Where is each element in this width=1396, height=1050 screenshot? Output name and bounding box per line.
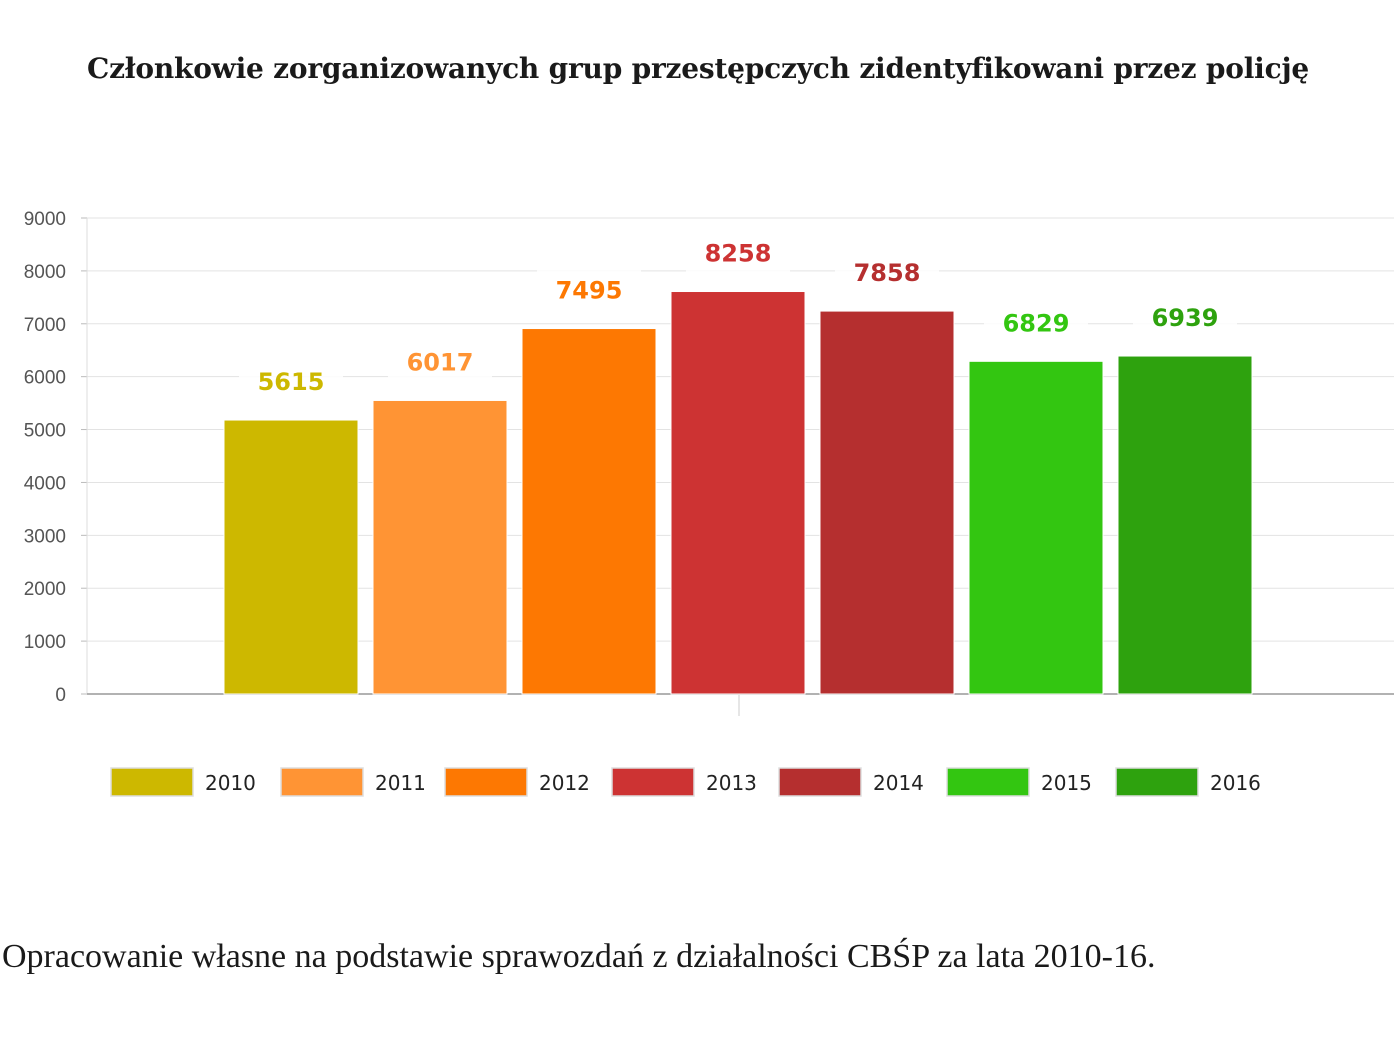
y-tick-label: 7000 [24,315,66,336]
legend-label-2015[interactable]: 2015 [1041,771,1092,795]
legend-label-2012[interactable]: 2012 [539,771,590,795]
bar-2013[interactable] [670,291,806,695]
y-tick-label: 5000 [24,421,66,442]
chart-title: Członkowie zorganizowanych grup przestęp… [87,52,1309,85]
legend-swatch-2013[interactable] [611,767,695,797]
y-tick-label: 1000 [24,632,66,653]
legend-swatch-2014[interactable] [778,767,862,797]
y-tick-label: 2000 [24,579,66,600]
bars [223,291,1253,695]
data-label-box [537,258,641,315]
legend-swatch-2016[interactable] [1115,767,1199,797]
data-label-2015: 6829 [1003,309,1070,337]
data-label-2016: 6939 [1152,304,1219,332]
bar-2015[interactable] [968,360,1104,695]
data-label-box [686,221,790,278]
bar-2010[interactable] [223,419,359,695]
y-tick-label: 0 [55,685,66,706]
y-tick-label: 6000 [24,368,66,389]
y-tick-label: 3000 [24,526,66,547]
data-label-2012: 7495 [556,277,623,305]
y-tick-label: 8000 [24,262,66,283]
legend-swatch-2015[interactable] [946,767,1030,797]
bar-2016[interactable] [1117,355,1253,695]
legend-swatch-2010[interactable] [110,767,194,797]
bar-2012[interactable] [521,328,657,695]
data-label-box [835,241,939,298]
data-label-2013: 8258 [705,240,772,268]
data-label-box [984,291,1088,348]
legend-label-2013[interactable]: 2013 [706,771,757,795]
legend-label-2016[interactable]: 2016 [1210,771,1261,795]
legend-label-2014[interactable]: 2014 [873,771,924,795]
data-label-box [239,350,343,407]
legend-label-2011[interactable]: 2011 [375,771,426,795]
bar-2011[interactable] [372,399,508,695]
legend: 2010 2011 2012 2013 2014 2015 2016 [110,767,1261,797]
bar-2014[interactable] [819,310,955,695]
data-label-box [1133,286,1237,343]
bar-chart: 0 1000 2000 3000 4000 5000 6000 7000 8000 9000 56… [24,209,1394,797]
y-tick-label: 4000 [24,473,66,494]
y-tick-label: 9000 [24,209,66,230]
data-label-2011: 6017 [407,348,474,376]
data-label-box [388,330,492,387]
legend-swatch-2011[interactable] [280,767,364,797]
data-label-2014: 7858 [854,259,921,287]
data-label-2010: 5615 [258,368,325,396]
data-labels: 5615 6017 7495 8258 7858 6829 6939 [239,221,1237,407]
legend-label-2010[interactable]: 2010 [205,771,256,795]
legend-swatch-2012[interactable] [444,767,528,797]
source-note: Opracowanie własne na podstawie sprawozd… [2,938,1156,975]
